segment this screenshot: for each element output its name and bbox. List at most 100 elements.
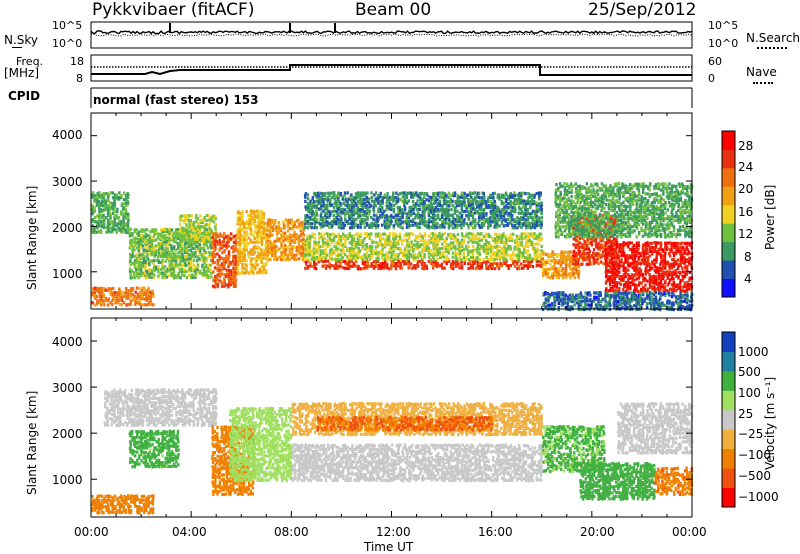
power-cell bbox=[524, 207, 527, 212]
power-cell bbox=[359, 220, 362, 224]
power-cell bbox=[251, 240, 254, 244]
power-cell bbox=[160, 253, 163, 257]
power-cell bbox=[485, 232, 488, 236]
power-cell bbox=[414, 243, 417, 247]
power-cell bbox=[94, 220, 97, 224]
power-cell bbox=[181, 237, 185, 241]
power-cell bbox=[214, 227, 217, 231]
power-cell bbox=[456, 220, 460, 224]
power-cell bbox=[319, 251, 322, 255]
power-cell bbox=[107, 205, 110, 209]
power-cell bbox=[386, 242, 389, 246]
power-cell bbox=[100, 208, 103, 212]
power-cell bbox=[451, 235, 454, 239]
power-cell bbox=[505, 223, 508, 227]
power-cell bbox=[372, 240, 375, 244]
power-cell bbox=[163, 240, 167, 244]
power-cell bbox=[429, 201, 433, 205]
power-cell bbox=[588, 237, 591, 241]
power-cell bbox=[471, 235, 474, 239]
power-cell bbox=[205, 269, 208, 273]
power-cell bbox=[518, 249, 521, 253]
power-cell bbox=[454, 236, 457, 240]
power-cell bbox=[420, 257, 423, 261]
power-cell bbox=[256, 224, 259, 228]
power-cell bbox=[350, 199, 353, 203]
power-cell bbox=[601, 254, 605, 258]
power-cell bbox=[471, 251, 475, 256]
power-cell bbox=[259, 236, 263, 240]
power-cell bbox=[209, 252, 212, 256]
power-cell bbox=[364, 214, 367, 218]
power-cell bbox=[133, 265, 137, 269]
power-cell bbox=[146, 257, 150, 261]
power-cell bbox=[502, 201, 505, 205]
power-cell bbox=[324, 255, 327, 260]
power-cell bbox=[136, 292, 139, 296]
power-cell bbox=[460, 193, 463, 197]
power-cell bbox=[150, 236, 153, 240]
power-cell bbox=[505, 204, 508, 208]
power-cell bbox=[445, 207, 448, 211]
power-cell bbox=[441, 251, 444, 255]
power-cell bbox=[313, 264, 316, 268]
power-cell bbox=[141, 271, 145, 275]
power-cell bbox=[478, 211, 481, 215]
power-cell bbox=[531, 224, 535, 228]
power-cell bbox=[258, 257, 261, 261]
power-cell bbox=[118, 291, 121, 295]
power-cell bbox=[348, 247, 351, 251]
power-cell bbox=[539, 260, 543, 264]
power-cell bbox=[443, 221, 446, 225]
power-cell bbox=[211, 257, 215, 261]
power-cell bbox=[465, 247, 468, 251]
power-cell bbox=[269, 251, 272, 255]
power-cell bbox=[356, 191, 360, 195]
power-cell bbox=[274, 219, 277, 223]
power-cell bbox=[267, 258, 270, 262]
power-cell bbox=[368, 209, 371, 213]
power-cell bbox=[100, 286, 103, 290]
power-cell bbox=[485, 255, 488, 260]
power-cell bbox=[317, 242, 320, 246]
power-cell bbox=[484, 199, 487, 204]
power-cell bbox=[537, 223, 541, 227]
power-cell bbox=[346, 237, 350, 241]
power-cell bbox=[576, 265, 579, 269]
power-cell bbox=[146, 254, 149, 258]
power-cell bbox=[427, 203, 431, 208]
power-cell bbox=[100, 214, 103, 218]
power-cell bbox=[404, 207, 407, 211]
power-cell bbox=[495, 246, 499, 251]
power-cell bbox=[403, 201, 406, 206]
power-cell bbox=[549, 254, 552, 258]
power-cell bbox=[297, 247, 300, 251]
power-cell bbox=[299, 227, 303, 231]
power-cell bbox=[100, 215, 104, 219]
power-cell bbox=[315, 195, 318, 199]
power-cell bbox=[503, 205, 506, 209]
power-cell bbox=[340, 226, 343, 230]
power-cell bbox=[308, 245, 311, 249]
power-cell bbox=[473, 261, 476, 265]
power-cell bbox=[241, 255, 244, 259]
power-cell bbox=[583, 239, 586, 243]
power-cell bbox=[361, 255, 364, 259]
power-cell bbox=[390, 203, 393, 207]
power-cell bbox=[497, 267, 501, 271]
power-cell bbox=[480, 223, 483, 227]
power-cell bbox=[378, 201, 382, 205]
power-cell bbox=[566, 257, 569, 261]
power-cell bbox=[131, 269, 134, 273]
power-cell bbox=[304, 205, 307, 209]
power-cell bbox=[165, 227, 169, 232]
power-cell bbox=[234, 270, 237, 274]
power-cell bbox=[201, 218, 204, 222]
power-cell bbox=[159, 271, 162, 275]
power-cell bbox=[387, 197, 391, 201]
power-cell bbox=[152, 265, 156, 270]
power-cell bbox=[432, 258, 435, 262]
power-cell bbox=[181, 214, 184, 218]
power-cell bbox=[115, 228, 119, 232]
power-cell bbox=[641, 273, 645, 277]
